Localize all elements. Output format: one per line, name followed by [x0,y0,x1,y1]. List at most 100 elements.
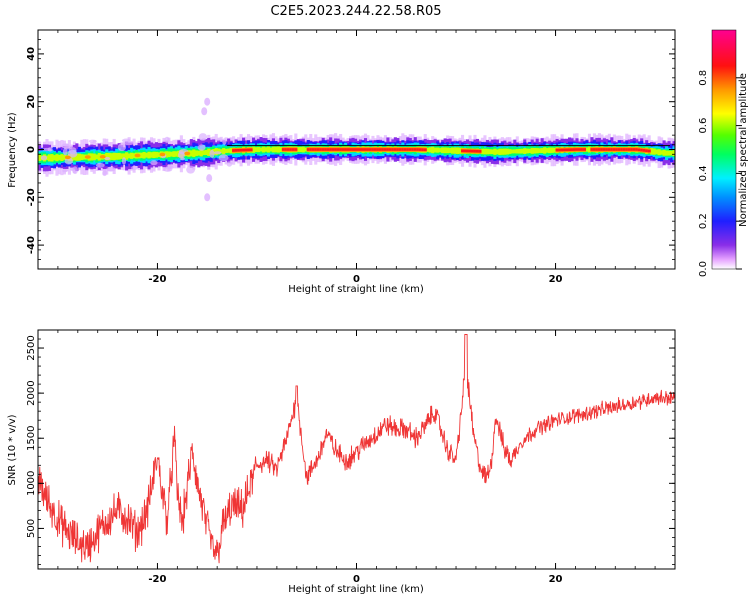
heatmap-peak-core [645,149,649,153]
heatmap-peak-core [595,148,599,151]
heatmap-peak-core [336,148,340,151]
heatmap-cell [665,150,669,156]
heatmap-cell [535,148,539,154]
snr-y-tick-label: 1500 [26,425,37,450]
heatmap-peak-core [319,148,323,151]
heatmap-cell [130,152,134,159]
heatmap-cell [199,149,203,157]
heatmap-peak-core [284,148,288,151]
heatmap-cell [428,147,432,153]
colorbar-gradient [711,29,737,270]
heatmap-cell [125,152,129,160]
heatmap-cell [299,146,303,153]
heatmap-blob [150,160,158,166]
spectrogram-x-tick-label: 0 [353,274,360,285]
heatmap-peak-core [580,148,584,151]
heatmap-blob [201,107,208,116]
colorbar: 0.0 0.2 0.4 0.6 0.8 Normalized spectral ampl… [698,29,749,277]
heatmap-cell [251,146,256,153]
heatmap-cell [505,148,509,155]
heatmap-cell [142,151,146,159]
spectrogram-y-tick-label: 20 [26,95,37,109]
heatmap-cell [62,155,66,160]
heatmap-peak-core [381,148,385,151]
heatmap-peak-core [361,148,365,151]
heatmap-cell [92,153,96,161]
colorbar-tick-label: 0.6 [698,118,709,134]
heatmap-cell [585,147,589,152]
spectrogram-x-tick-label: 20 [549,274,563,285]
heatmap-peak-core [324,148,328,151]
heatmap-cell [453,147,457,154]
heatmap-blob [121,157,127,165]
spectrogram-y-tick-label: -20 [26,188,37,206]
heatmap-cell [197,150,201,156]
heatmap-cell [650,148,654,155]
heatmap-peak-dot [84,155,91,159]
heatmap-peak-core [470,149,475,153]
heatmap-cell [667,150,671,156]
heatmap-peak-core [383,148,387,151]
heatmap-cell [660,150,664,155]
heatmap-cell [301,146,305,153]
heatmap-blob [72,166,78,175]
spectrogram-panel: -20 0 20 -40 -20 0 20 40 Height of straight lin… [7,29,676,295]
heatmap-cell [498,148,502,155]
snr-y-tick-label: 500 [26,519,37,538]
heatmap-peak-core [237,148,241,152]
colorbar-tick-label: 0.8 [698,70,709,86]
heatmap-cell [117,152,121,160]
heatmap-peak-core [610,148,614,151]
heatmap-blob [180,157,185,161]
heatmap-peak-core [244,148,248,152]
heatmap-peak-core [637,148,641,152]
heatmap-peak-dot [184,151,191,156]
heatmap-cell [441,147,445,154]
heatmap-peak-core [401,148,405,151]
heatmap-cell [451,147,455,154]
heatmap-cell [448,148,452,153]
heatmap-blob [67,150,78,158]
heatmap-blob [62,148,68,156]
heatmap-cell [219,149,223,154]
heatmap-peak-core [475,149,480,153]
heatmap-peak-core [575,148,579,151]
heatmap-cell [144,152,149,158]
heatmap-peak-core [640,148,644,152]
heatmap-peak-core [398,148,402,151]
heatmap-cell [147,151,151,159]
heatmap-cell [523,148,527,154]
heatmap-cell [458,147,462,154]
spectrogram-axes: -20 0 20 -40 -20 0 20 40 [26,29,676,285]
heatmap-cell [540,148,544,154]
heatmap-peak-core [605,148,609,151]
heatmap-cell [222,148,226,155]
heatmap-peak-core [247,148,251,152]
heatmap-cell [443,147,447,154]
colorbar-tick-label: 0.2 [698,213,709,229]
heatmap-cell [480,148,485,155]
heatmap-peak-core [388,148,392,151]
heatmap-cell [672,150,675,157]
heatmap-peak-core [558,148,562,152]
heatmap-cell [60,154,64,162]
heatmap-peak-core [423,148,427,152]
heatmap-cell [189,150,193,157]
heatmap-cell [266,146,271,153]
heatmap-blob [40,155,48,161]
heatmap-blob [226,161,233,167]
heatmap-blob [62,169,68,173]
spectrogram-x-tick-label: -20 [148,274,166,285]
heatmap-peak-core [294,148,298,151]
heatmap-cell [261,146,266,153]
heatmap-cell [515,149,519,154]
spectrogram-y-tick-label: -40 [26,236,37,254]
heatmap-peak-core [565,148,569,152]
heatmap-blob [106,166,116,172]
heatmap-cell [655,149,659,155]
heatmap-peak-core [314,148,318,151]
snr-y-tick-label: 1000 [26,471,37,496]
heatmap-peak-core [366,148,370,151]
heatmap-blob [102,170,108,177]
